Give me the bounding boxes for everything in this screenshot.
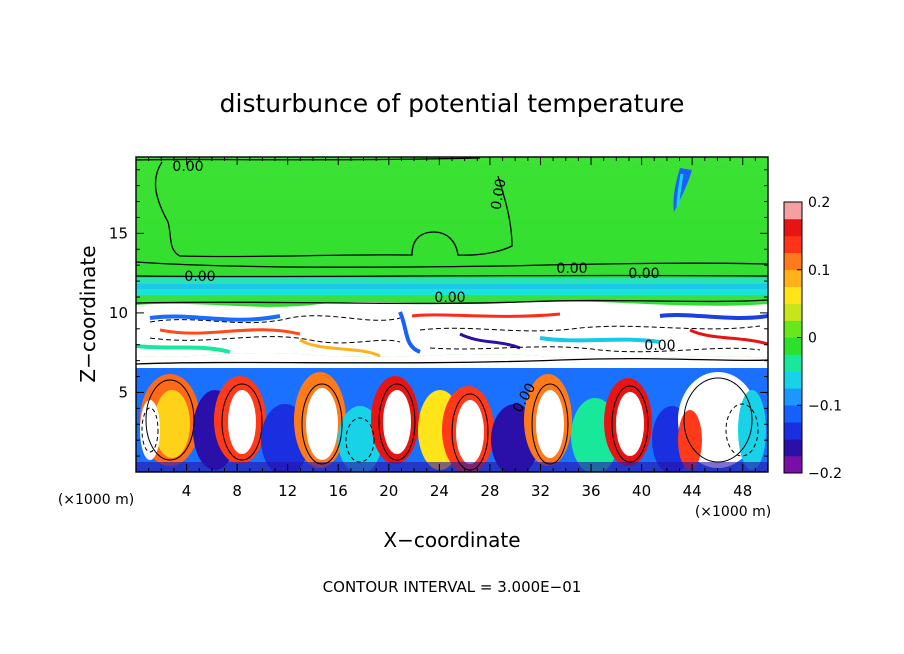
- colorbar-swatch: [784, 320, 802, 338]
- x-tick-label: 32: [531, 482, 550, 500]
- x-tick-label: 44: [683, 482, 702, 500]
- colorbar-swatch: [784, 303, 802, 321]
- x-tick-label: 12: [278, 482, 297, 500]
- y-tick-label: 15: [109, 224, 128, 242]
- y-tick-label: 10: [109, 304, 128, 322]
- x-axis-ticks: 4 8 12 16 20 24 28 32 36 40 44 48: [148, 157, 756, 500]
- x-unit-left: (×1000 m): [58, 492, 134, 508]
- x-tick-label: 24: [430, 482, 449, 500]
- colorbar-swatch: [784, 235, 802, 254]
- colorbar-swatch: [784, 252, 802, 271]
- colorbar-swatch: [784, 286, 802, 304]
- colorbar-swatch: [784, 422, 802, 440]
- colorbar-tick-label: 0: [808, 331, 817, 347]
- contour-label: 0.00: [628, 266, 659, 282]
- contour-label: 0.00: [556, 261, 587, 277]
- x-unit-right: (×1000 m): [695, 504, 771, 520]
- contour-interval-note: CONTOUR INTERVAL = 3.000E−01: [323, 578, 582, 596]
- colorbar-swatch: [784, 218, 802, 237]
- contour-label: 0.00: [488, 178, 509, 211]
- x-tick-label: 16: [329, 482, 348, 500]
- colorbar-swatch: [784, 354, 802, 372]
- contour-label: 0.00: [434, 290, 465, 306]
- x-tick-label: 20: [379, 482, 398, 500]
- x-axis-label: X−coordinate: [383, 528, 520, 552]
- colorbar-swatch: [784, 337, 802, 355]
- colorbar-tick-label: −0.2: [808, 466, 842, 482]
- x-tick-label: 4: [182, 482, 192, 500]
- x-tick-label: 36: [581, 482, 600, 500]
- colorbar-tick-label: 0.2: [808, 195, 830, 211]
- colorbar-tick-label: −0.1: [808, 398, 842, 414]
- colorbar-swatch: [784, 202, 802, 220]
- x-tick-label: 8: [232, 482, 242, 500]
- colorbar-swatch: [784, 439, 802, 457]
- y-axis-label: Z−coordinate: [76, 245, 100, 382]
- colorbar-swatch: [784, 388, 802, 406]
- colorbar-tick-labels: 0.2 0.1 0 −0.1 −0.2: [797, 195, 842, 482]
- x-tick-label: 40: [632, 482, 651, 500]
- y-tick-label: 5: [118, 383, 128, 401]
- contour-label: 0.00: [172, 159, 203, 175]
- contour-label: 0.00: [184, 269, 215, 285]
- y-axis-ticks: 5 10 15: [109, 169, 768, 457]
- chart-title: disturbunce of potential temperature: [220, 89, 685, 118]
- contour-label: 0.00: [644, 338, 675, 354]
- colorbar-swatch: [784, 405, 802, 423]
- x-tick-label: 48: [733, 482, 752, 500]
- colorbar-swatch: [784, 456, 802, 474]
- x-tick-label: 28: [480, 482, 499, 500]
- colorbar-tick-label: 0.1: [808, 263, 830, 279]
- colorbar-swatch: [784, 269, 802, 287]
- heatmap-field: [136, 157, 768, 472]
- colorbar-swatch: [784, 371, 802, 389]
